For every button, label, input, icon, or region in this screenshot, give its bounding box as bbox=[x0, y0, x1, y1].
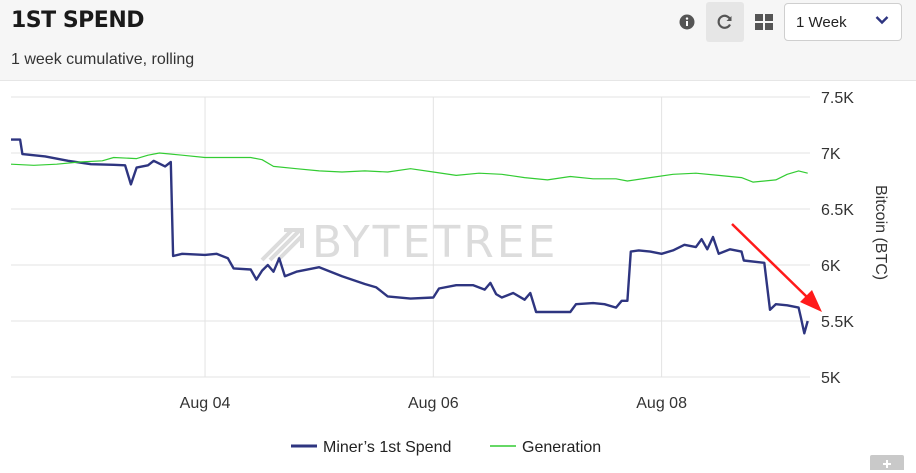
annotation-arrow bbox=[731, 223, 822, 312]
refresh-icon bbox=[717, 14, 732, 29]
period-select[interactable]: 1 Week bbox=[784, 3, 902, 41]
grid bbox=[11, 96, 810, 378]
scroll-to-top-button[interactable] bbox=[870, 455, 904, 470]
series-line-miner-1st-spend bbox=[11, 138, 809, 335]
grid-icon bbox=[755, 14, 773, 30]
series-lines bbox=[10, 138, 809, 335]
legend-label-miner: Miner’s 1st Spend bbox=[323, 439, 451, 456]
y-tick-label: 7.5K bbox=[821, 90, 854, 107]
x-tick-label: Aug 08 bbox=[636, 395, 687, 412]
plus-icon bbox=[883, 460, 891, 468]
refresh-button[interactable] bbox=[706, 2, 744, 42]
y-axis-ticks: 7.5K 7K 6.5K 6K 5.5K 5K bbox=[821, 90, 854, 387]
chart-header: 1ST SPEND 1 week cumulative, rolling 1 W… bbox=[0, 0, 916, 81]
x-tick-label: Aug 04 bbox=[180, 395, 231, 412]
y-tick-label: 7K bbox=[821, 146, 841, 163]
chart-area: BYTETREE 7.5K 7K 6.5K 6K 5.5K 5K Aug 04 Aug 06… bbox=[10, 90, 889, 456]
watermark-text: BYTETREE bbox=[312, 217, 558, 268]
y-tick-label: 6.5K bbox=[821, 202, 854, 219]
x-tick-label: Aug 06 bbox=[408, 395, 459, 412]
x-axis-ticks: Aug 04 Aug 06 Aug 08 bbox=[180, 395, 687, 412]
watermark-logo-icon bbox=[260, 228, 304, 262]
legend: Miner’s 1st Spend Generation bbox=[291, 439, 601, 456]
series-line-generation bbox=[10, 152, 808, 183]
legend-item-generation[interactable]: Generation bbox=[490, 439, 601, 456]
y-axis-label: Bitcoin (BTC) bbox=[872, 185, 889, 280]
chevron-down-icon bbox=[875, 16, 889, 25]
info-button[interactable] bbox=[668, 2, 706, 42]
period-select-value: 1 Week bbox=[796, 14, 847, 31]
legend-item-miner[interactable]: Miner’s 1st Spend bbox=[291, 439, 451, 456]
watermark: BYTETREE bbox=[260, 217, 558, 268]
legend-label-generation: Generation bbox=[522, 439, 601, 456]
info-icon bbox=[679, 14, 695, 30]
y-tick-label: 6K bbox=[821, 258, 841, 275]
grid-view-button[interactable] bbox=[745, 2, 783, 42]
chart-title: 1ST SPEND bbox=[11, 8, 145, 33]
y-tick-label: 5.5K bbox=[821, 314, 854, 331]
y-tick-label: 5K bbox=[821, 370, 841, 387]
chart-subtitle: 1 week cumulative, rolling bbox=[11, 51, 195, 68]
